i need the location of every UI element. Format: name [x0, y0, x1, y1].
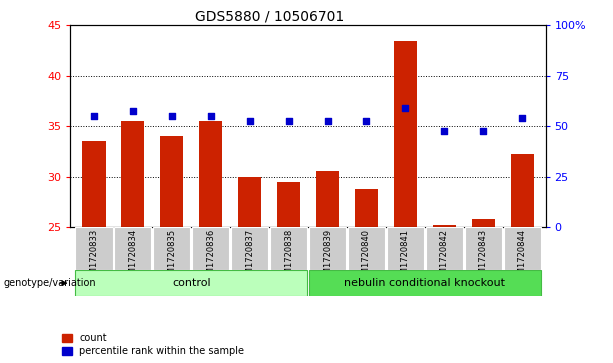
Bar	[387, 227, 424, 270]
Point	[517, 115, 527, 121]
Bar	[316, 171, 339, 227]
Point	[362, 118, 371, 124]
Bar	[192, 227, 229, 270]
Text: genotype/variation: genotype/variation	[3, 278, 96, 288]
Bar	[355, 189, 378, 227]
Text: GSM1720837: GSM1720837	[245, 229, 254, 285]
Text: GSM1720843: GSM1720843	[479, 229, 488, 285]
Text: GSM1720839: GSM1720839	[323, 229, 332, 285]
Text: GSM1720842: GSM1720842	[440, 229, 449, 285]
Bar	[238, 176, 261, 227]
Point	[89, 113, 99, 119]
Text: control: control	[172, 278, 210, 288]
Text: GSM1720838: GSM1720838	[284, 229, 293, 285]
Text: nebulin conditional knockout: nebulin conditional knockout	[345, 278, 505, 288]
Bar	[270, 227, 307, 270]
Point	[440, 128, 449, 134]
Bar	[503, 227, 541, 270]
Text: GDS5880 / 10506701: GDS5880 / 10506701	[195, 9, 345, 23]
Point	[206, 113, 216, 119]
Bar	[471, 219, 495, 227]
Text: GSM1720836: GSM1720836	[206, 229, 215, 285]
Text: GSM1720844: GSM1720844	[518, 229, 527, 285]
Text: GSM1720840: GSM1720840	[362, 229, 371, 285]
Text: GSM1720833: GSM1720833	[89, 229, 98, 285]
Point	[245, 118, 254, 124]
Point	[284, 118, 294, 124]
Bar	[75, 270, 307, 296]
Bar	[394, 41, 417, 227]
Point	[322, 118, 332, 124]
Point	[128, 108, 138, 114]
Bar	[465, 227, 502, 270]
Bar	[277, 182, 300, 227]
Bar	[425, 227, 463, 270]
Bar	[199, 121, 223, 227]
Legend: count, percentile rank within the sample: count, percentile rank within the sample	[60, 331, 246, 358]
Bar	[433, 225, 456, 227]
Bar	[121, 121, 145, 227]
Bar	[82, 141, 105, 227]
Bar	[231, 227, 268, 270]
Text: GSM1720835: GSM1720835	[167, 229, 177, 285]
Text: GSM1720841: GSM1720841	[401, 229, 410, 285]
Point	[400, 105, 410, 111]
Bar	[114, 227, 151, 270]
Bar	[348, 227, 385, 270]
Bar	[511, 154, 534, 227]
Text: GSM1720834: GSM1720834	[128, 229, 137, 285]
Bar	[153, 227, 191, 270]
Point	[167, 113, 177, 119]
Point	[478, 128, 488, 134]
Bar	[309, 270, 541, 296]
Bar	[160, 136, 183, 227]
Bar	[75, 227, 113, 270]
Bar	[309, 227, 346, 270]
